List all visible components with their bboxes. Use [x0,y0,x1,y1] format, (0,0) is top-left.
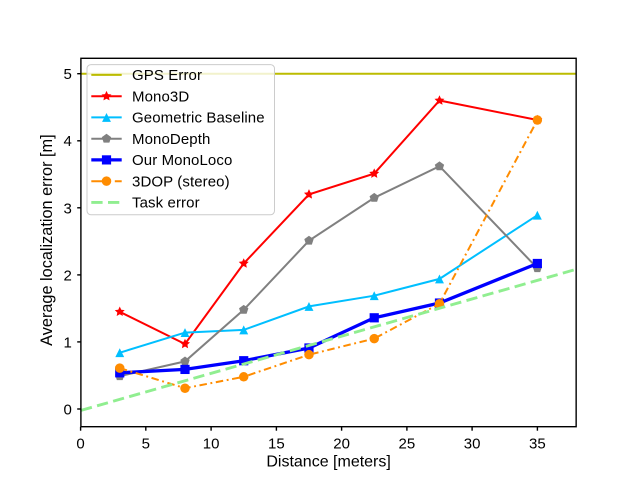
svg-text:2: 2 [63,267,71,284]
svg-text:15: 15 [268,435,285,452]
svg-text:MonoDepth: MonoDepth [132,131,210,148]
svg-text:Distance [meters]: Distance [meters] [266,453,390,470]
svg-text:GPS Error: GPS Error [132,67,202,84]
svg-text:3DOP (stereo): 3DOP (stereo) [132,173,230,190]
svg-text:Mono3D: Mono3D [132,88,189,105]
svg-text:35: 35 [529,435,546,452]
svg-text:Our MonoLoco: Our MonoLoco [132,152,232,169]
svg-text:30: 30 [464,435,481,452]
svg-text:10: 10 [203,435,220,452]
svg-text:5: 5 [142,435,150,452]
svg-text:25: 25 [399,435,416,452]
svg-text:4: 4 [63,133,71,150]
svg-text:0: 0 [76,435,84,452]
svg-text:5: 5 [63,66,71,83]
svg-text:Task error: Task error [132,195,200,212]
svg-text:3: 3 [63,200,71,217]
svg-text:Geometric Baseline: Geometric Baseline [132,110,265,127]
svg-text:Average localization error [m]: Average localization error [m] [38,134,56,345]
svg-text:0: 0 [63,401,71,418]
svg-text:20: 20 [333,435,350,452]
svg-text:1: 1 [63,334,71,351]
